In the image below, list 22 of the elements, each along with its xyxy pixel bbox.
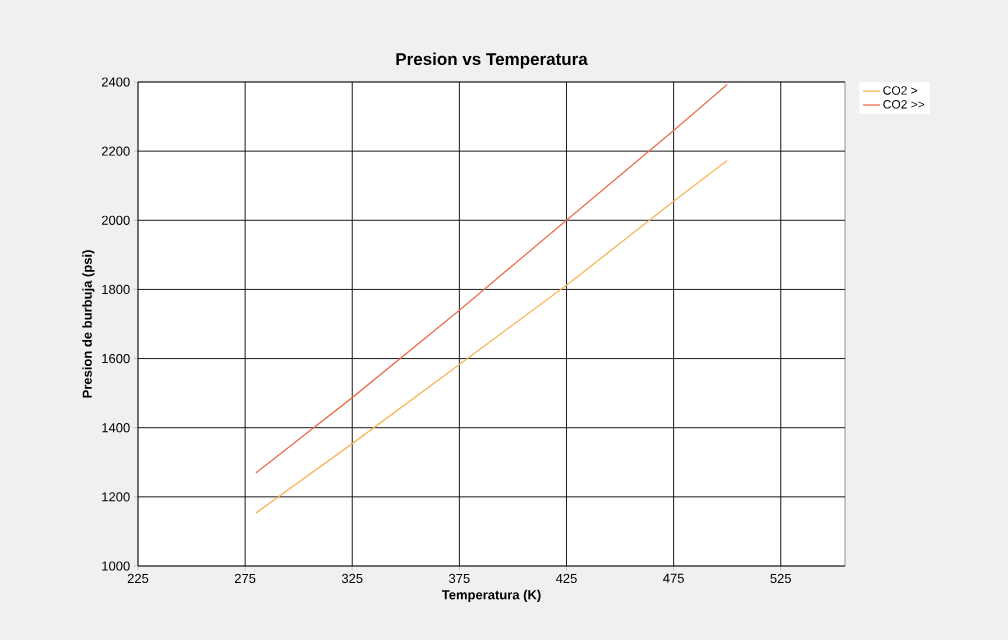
y-tick-label: 2200 [101,146,130,156]
x-tick-label: 275 [234,573,256,583]
y-tick-label: 1200 [102,492,130,502]
y-tick-label: 1400 [102,423,130,433]
x-tick-label: 425 [555,573,577,583]
y-tick-label: 1000 [102,561,130,571]
legend-label: CO2 > [883,86,918,95]
legend-label: CO2 >> [883,100,925,109]
line-series [255,83,728,474]
x-tick-label: 525 [770,573,792,583]
y-tick-label: 1800 [102,284,130,295]
x-tick-label: 225 [127,573,149,583]
y-tick-label: 2400 [101,77,130,87]
chart-title: Presion vs Temperatura [396,52,588,69]
y-axis-title: Presion de burbuja (psi) [82,250,95,398]
x-axis-title: Temperatura (K) [441,589,541,602]
y-tick-label: 2000 [101,215,130,225]
x-tick-label: 325 [341,573,363,583]
x-tick-label: 475 [663,573,684,583]
line-series [255,159,728,514]
x-tick-label: 375 [449,573,470,583]
y-tick-label: 1600 [102,353,130,364]
